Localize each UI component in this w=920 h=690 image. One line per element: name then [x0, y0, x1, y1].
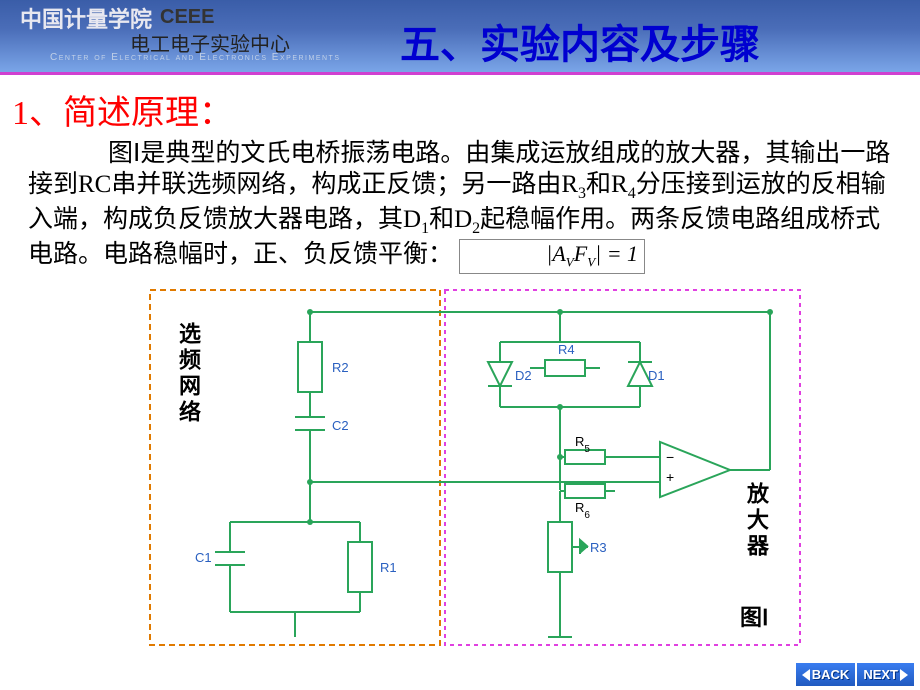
paragraph: 图Ⅰ是典型的文氏电桥振荡电路。由集成运放组成的放大器，其输出一路接到RC串并联选… [28, 138, 892, 274]
arrow-left-icon [802, 669, 810, 681]
section-heading: 1、简述原理： [12, 85, 900, 134]
slide-header: 中国计量学院 CEEE 电工电子实验中心 Center of Electrica… [0, 0, 920, 75]
equation-box: |AVFV| = 1 [459, 239, 645, 274]
slide-title: 五、实验内容及步骤 [400, 12, 760, 70]
label-r1: R1 [380, 560, 397, 575]
logo-english: Center of Electrical and Electronics Exp… [50, 52, 340, 63]
next-label: NEXT [863, 667, 898, 682]
wires [215, 312, 770, 637]
freq-network-label: 选频网络 [172, 322, 204, 426]
amplifier-label: 放大器 [740, 482, 772, 560]
label-c2: C2 [332, 418, 349, 433]
opamp-plus: + [666, 469, 674, 485]
figure-caption: 图Ⅰ [740, 600, 898, 632]
label-d1: D1 [648, 368, 665, 383]
back-button[interactable]: BACK [796, 663, 856, 686]
circuit-svg: R2 C2 C1 R1 D2 D1 R4 R3 R5 R6 + − [100, 282, 820, 652]
amplifier-box [445, 290, 800, 645]
r5r6-labels: R5 R6 [575, 434, 590, 521]
nav-buttons: BACK NEXT [796, 663, 914, 686]
label-r3: R3 [590, 540, 607, 555]
label-d2: D2 [515, 368, 532, 383]
logo-ceee: CEEE [160, 6, 214, 29]
slide-body: 1、简述原理： 图Ⅰ是典型的文氏电桥振荡电路。由集成运放组成的放大器，其输出一路… [0, 75, 920, 652]
opamp-minus: − [666, 449, 674, 465]
next-button[interactable]: NEXT [857, 663, 914, 686]
label-r6: R6 [575, 500, 590, 521]
label-r2: R2 [332, 360, 349, 375]
arrow-right-icon [900, 669, 908, 681]
label-c1: C1 [195, 550, 212, 565]
back-label: BACK [812, 667, 850, 682]
circuit-diagram: R2 C2 C1 R1 D2 D1 R4 R3 R5 R6 + − 选频网络 放… [100, 282, 820, 652]
label-r4: R4 [558, 342, 575, 357]
